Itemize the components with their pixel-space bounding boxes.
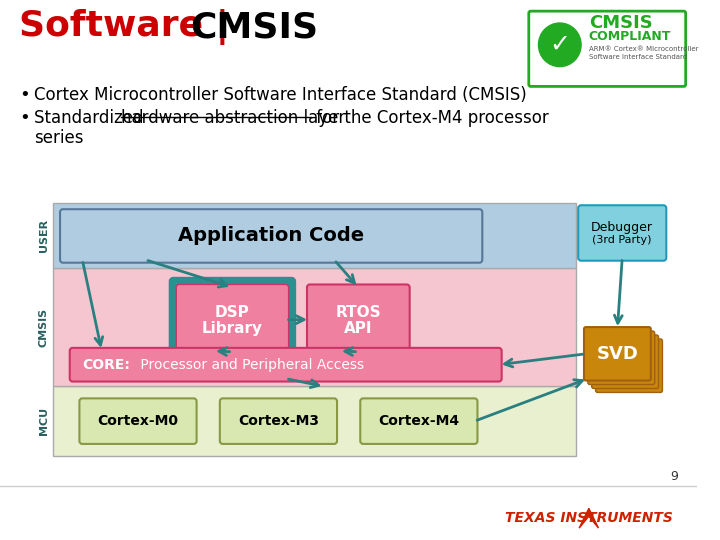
Text: •: • (19, 109, 30, 127)
Text: hardware abstraction layer: hardware abstraction layer (121, 109, 346, 127)
Text: Cortex Microcontroller Software Interface Standard (CMSIS): Cortex Microcontroller Software Interfac… (34, 86, 526, 104)
Text: API: API (344, 321, 372, 336)
Text: Debugger: Debugger (591, 220, 653, 233)
FancyBboxPatch shape (578, 205, 666, 261)
FancyBboxPatch shape (176, 285, 289, 355)
Text: CMSIS: CMSIS (190, 11, 318, 45)
Polygon shape (579, 508, 598, 528)
Text: Cortex-M4: Cortex-M4 (378, 414, 459, 428)
FancyBboxPatch shape (60, 209, 482, 262)
Text: Standardized: Standardized (34, 109, 148, 127)
Text: (3rd Party): (3rd Party) (593, 235, 652, 245)
Text: for the Cortex-M4 processor: for the Cortex-M4 processor (311, 109, 549, 127)
Circle shape (539, 23, 581, 66)
Text: Software Interface Standard: Software Interface Standard (589, 53, 687, 60)
Text: RTOS: RTOS (336, 305, 381, 320)
Text: series: series (34, 129, 84, 147)
Text: TEXAS INSTRUMENTS: TEXAS INSTRUMENTS (505, 511, 673, 525)
Text: Library: Library (202, 321, 263, 336)
Text: CMSIS: CMSIS (589, 14, 652, 32)
FancyBboxPatch shape (307, 285, 410, 355)
Text: •: • (19, 86, 30, 104)
Text: MCU: MCU (39, 407, 48, 435)
FancyBboxPatch shape (79, 399, 197, 444)
Text: COMPLIANT: COMPLIANT (589, 30, 671, 43)
Text: Software |: Software | (19, 9, 242, 45)
FancyBboxPatch shape (584, 327, 651, 381)
Text: 9: 9 (670, 470, 678, 483)
Text: Processor and Peripheral Access: Processor and Peripheral Access (135, 357, 364, 372)
Text: ✓: ✓ (549, 33, 570, 57)
FancyBboxPatch shape (53, 268, 576, 387)
FancyBboxPatch shape (220, 399, 337, 444)
FancyBboxPatch shape (595, 339, 662, 393)
Text: Cortex-M3: Cortex-M3 (238, 414, 319, 428)
FancyBboxPatch shape (592, 335, 659, 388)
FancyBboxPatch shape (53, 387, 576, 456)
Text: USER: USER (39, 219, 48, 252)
Text: CORE:: CORE: (82, 357, 130, 372)
Text: DSP: DSP (215, 305, 250, 320)
FancyBboxPatch shape (588, 331, 654, 384)
FancyBboxPatch shape (53, 203, 576, 268)
FancyBboxPatch shape (171, 279, 294, 361)
Text: SVD: SVD (596, 345, 639, 363)
Text: ARM® Cortex® Microcontroller: ARM® Cortex® Microcontroller (589, 46, 698, 52)
FancyBboxPatch shape (70, 348, 502, 382)
FancyBboxPatch shape (360, 399, 477, 444)
Text: Application Code: Application Code (178, 226, 364, 246)
FancyBboxPatch shape (528, 11, 685, 86)
Text: CMSIS: CMSIS (39, 307, 48, 347)
Text: Cortex-M0: Cortex-M0 (97, 414, 179, 428)
